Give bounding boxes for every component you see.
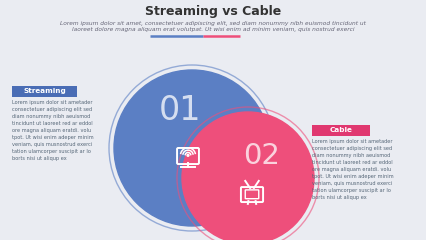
Circle shape [114,70,270,226]
Text: Cable: Cable [330,127,352,133]
Text: Lorem ipsum dolor sit ametader
consectetuer adipiscing elit sed
diam nonummy nib: Lorem ipsum dolor sit ametader consectet… [12,100,94,161]
FancyBboxPatch shape [312,125,370,136]
Text: Streaming vs Cable: Streaming vs Cable [145,6,281,18]
Circle shape [182,112,314,240]
Circle shape [187,155,189,156]
Text: Streaming: Streaming [23,89,66,95]
Text: Lorem ipsum dolor sit ametader
consectetuer adipiscing elit sed
diam nonummy nib: Lorem ipsum dolor sit ametader consectet… [312,139,394,200]
Text: laoreet dolore magna aliquam erat volutpat. Ut wisi enim ad minim veniam, quis n: laoreet dolore magna aliquam erat volutp… [72,28,354,32]
Text: 01: 01 [159,94,201,126]
Text: 02: 02 [244,142,280,170]
FancyBboxPatch shape [12,86,77,97]
Text: Lorem ipsum dolor sit amet, consectetuer adipiscing elit, sed diam nonummy nibh : Lorem ipsum dolor sit amet, consectetuer… [60,20,366,25]
